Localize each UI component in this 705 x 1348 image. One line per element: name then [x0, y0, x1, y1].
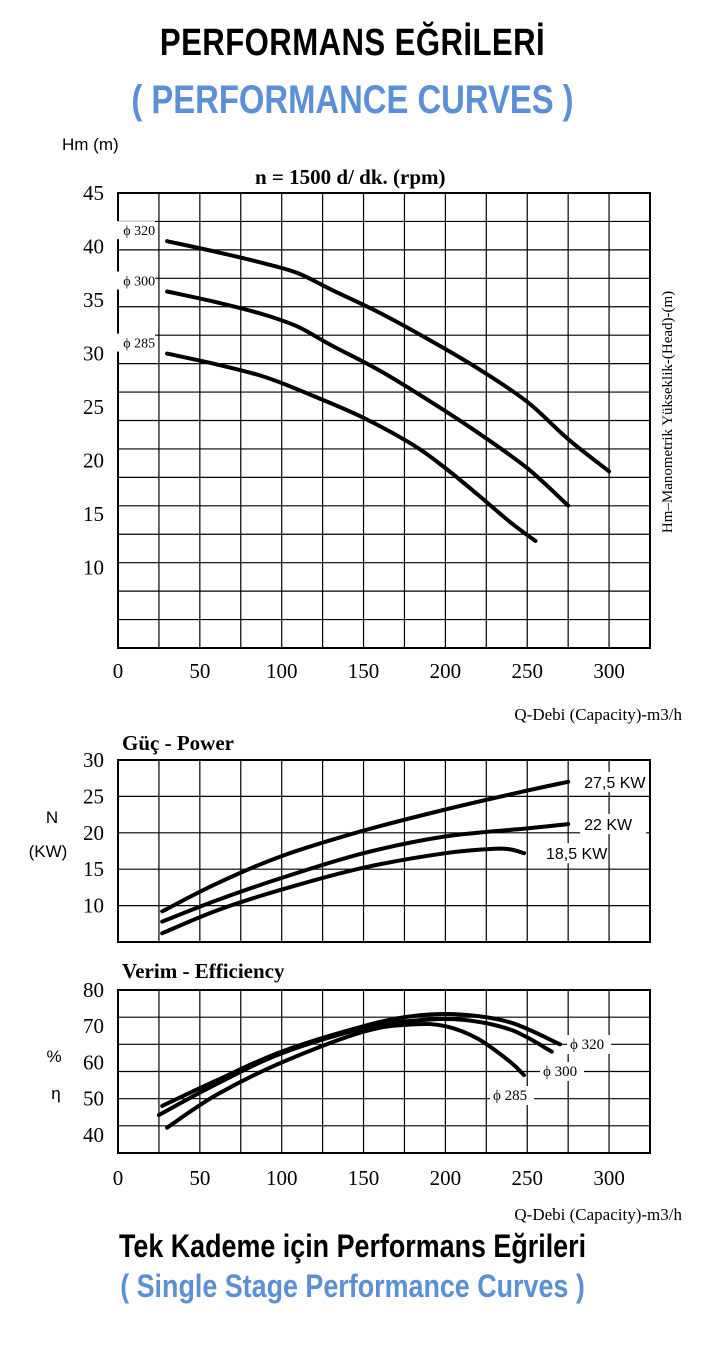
- series-label-bg: [580, 771, 647, 792]
- power-y-tick-label: 10: [83, 894, 104, 918]
- power-y-tick-label: 25: [83, 784, 104, 808]
- plot-frame-2: [117, 759, 651, 943]
- head-series-label: ϕ 300: [123, 274, 155, 289]
- head-x-tick-label: 50: [189, 659, 210, 683]
- head-x-tick-label: 0: [113, 659, 124, 683]
- power-chart-title: Güç - Power: [122, 731, 234, 755]
- series-label-bg: [490, 1086, 534, 1105]
- efficiency-x-tick-label: 100: [266, 1166, 298, 1190]
- efficiency-x-tick-label: 200: [430, 1166, 462, 1190]
- head-x-tick-label: 150: [348, 659, 380, 683]
- efficiency-y-tick-label: 50: [83, 1087, 104, 1111]
- efficiency-x-tick-label: 300: [593, 1166, 625, 1190]
- head-series-label: ϕ 285: [123, 337, 155, 352]
- efficiency-x-tick-label: 0: [113, 1166, 124, 1190]
- footer-title: Tek Kademe için Performans Eğrileri: [118, 1228, 587, 1264]
- power-y-axis-unit: (KW): [29, 842, 68, 861]
- head-right-axis-label: Hm–Manometrik Yükseklik-(Head)-(m): [660, 291, 676, 533]
- series-label-bg: [567, 1035, 611, 1054]
- footer-subtitle: ( Single Stage Performance Curves ): [120, 1268, 585, 1304]
- efficiency-x-axis-label: Q-Debi (Capacity)-m3/h: [514, 1205, 682, 1224]
- head-y-tick-label: 30: [83, 342, 104, 366]
- head-y-tick-label: 25: [83, 395, 104, 419]
- head-x-tick-label: 100: [266, 659, 298, 683]
- head-y-tick-label: 10: [83, 556, 104, 580]
- head-series-label: ϕ 320: [123, 224, 155, 239]
- series-label-bg: [115, 221, 156, 240]
- head-chart-title: n = 1500 d/ dk. (rpm): [255, 165, 446, 189]
- efficiency-y-tick-label: 60: [83, 1050, 104, 1074]
- head-x-tick-label: 250: [511, 659, 543, 683]
- efficiency-x-tick-label: 50: [189, 1166, 210, 1190]
- series-label-bg: [540, 1062, 584, 1081]
- efficiency-y-axis-label: %: [46, 1047, 61, 1066]
- power-series-label: 18,5 KW: [546, 846, 608, 863]
- efficiency-y-axis-symbol: η: [51, 1084, 60, 1103]
- power-series-line-2: [160, 846, 526, 936]
- efficiency-series-line-1: [156, 1017, 554, 1117]
- head-y-tick-label: 35: [83, 288, 104, 312]
- efficiency-x-tick-label: 250: [511, 1166, 543, 1190]
- page-title: PERFORMANS EĞRİLERİ: [159, 22, 546, 64]
- power-y-axis-label: N: [46, 808, 58, 827]
- head-x-tick-label: 300: [593, 659, 625, 683]
- efficiency-x-tick-label: 150: [348, 1166, 380, 1190]
- power-series-line-1: [160, 822, 571, 924]
- series-label-bg: [580, 814, 647, 835]
- power-series-label: 27,5 KW: [584, 775, 646, 792]
- efficiency-series-line-0: [160, 1012, 562, 1108]
- efficiency-chart-title: Verim - Efficiency: [122, 959, 285, 983]
- series-label-bg: [115, 271, 156, 290]
- power-y-tick-label: 20: [83, 821, 104, 845]
- head-y-axis-label: Hm (m): [62, 135, 119, 154]
- efficiency-y-tick-label: 70: [83, 1014, 104, 1038]
- head-series-line-0: [165, 239, 612, 474]
- head-series-line-1: [165, 289, 571, 508]
- efficiency-series-line-2: [165, 1021, 526, 1130]
- series-label-bg: [541, 843, 608, 864]
- head-y-tick-label: 40: [83, 235, 104, 259]
- power-series-label: 22 KW: [584, 817, 633, 834]
- head-y-tick-label: 20: [83, 449, 104, 473]
- head-x-tick-label: 200: [430, 659, 462, 683]
- efficiency-series-label: ϕ 300: [543, 1064, 577, 1080]
- power-y-tick-label: 15: [83, 857, 104, 881]
- efficiency-y-tick-label: 40: [83, 1123, 104, 1147]
- page-subtitle: ( PERFORMANCE CURVES ): [131, 78, 574, 122]
- power-y-tick-label: 30: [83, 748, 104, 772]
- efficiency-series-label: ϕ 285: [493, 1088, 527, 1104]
- head-x-axis-label: Q-Debi (Capacity)-m3/h: [514, 705, 682, 724]
- head-series-line-2: [165, 351, 538, 543]
- head-y-tick-label: 15: [83, 502, 104, 526]
- power-series-line-0: [160, 779, 571, 914]
- efficiency-y-tick-label: 80: [83, 978, 104, 1002]
- efficiency-series-label: ϕ 320: [570, 1037, 604, 1053]
- head-y-tick-label: 45: [83, 181, 104, 205]
- series-label-bg: [115, 333, 156, 352]
